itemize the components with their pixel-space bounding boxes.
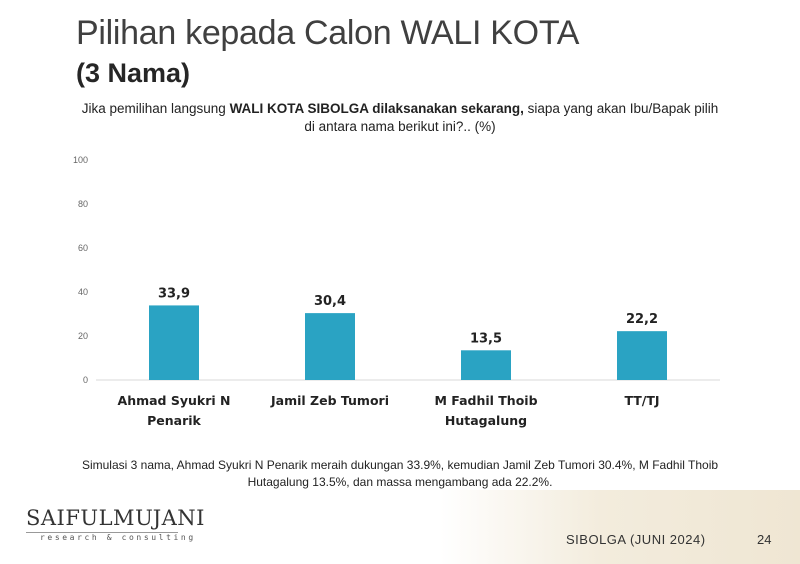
y-tick-label: 40 bbox=[78, 287, 88, 297]
footnote-line2: Hutagalung 13.5%, dan massa mengambang a… bbox=[247, 475, 553, 489]
question-text-pre: Jika pemilihan langsung bbox=[81, 101, 230, 116]
data-label: 22,2 bbox=[626, 312, 658, 327]
y-tick-label: 0 bbox=[83, 375, 88, 385]
footer-location-date: SIBOLGA (JUNI 2024) bbox=[566, 532, 706, 547]
data-label: 33,9 bbox=[158, 286, 190, 301]
survey-question: Jika pemilihan langsung WALI KOTA SIBOLG… bbox=[40, 100, 760, 136]
slide-title: Pilihan kepada Calon WALI KOTA bbox=[76, 14, 580, 52]
bar bbox=[617, 331, 667, 380]
y-tick-label: 20 bbox=[78, 331, 88, 341]
logo-wordmark: SAIFULMUJANI bbox=[26, 506, 205, 530]
category-label: Ahmad Syukri N bbox=[118, 393, 231, 408]
logo-divider bbox=[26, 532, 178, 533]
bar bbox=[149, 305, 199, 380]
bar bbox=[461, 350, 511, 380]
question-text-post: siapa yang akan Ibu/Bapak pilih bbox=[523, 101, 719, 116]
bar-chart: 0 20 40 60 80 100 33,9 Ahmad Syukri N Penarik 30,… bbox=[73, 155, 720, 428]
category-label: Jamil Zeb Tumori bbox=[270, 393, 389, 408]
footer-band bbox=[0, 490, 800, 564]
y-tick-label: 60 bbox=[78, 243, 88, 253]
question-text-line2: di antara nama berikut ini?.. (%) bbox=[304, 119, 496, 134]
data-label: 13,5 bbox=[470, 331, 502, 346]
question-text-bold: WALI KOTA SIBOLGA dilaksanakan sekarang, bbox=[229, 101, 524, 116]
footnote-line1: Simulasi 3 nama, Ahmad Syukri N Penarik … bbox=[81, 458, 719, 472]
chart-footnote: Simulasi 3 nama, Ahmad Syukri N Penarik … bbox=[50, 457, 750, 491]
category-label: TT/TJ bbox=[624, 393, 659, 408]
slide-subtitle: (3 Nama) bbox=[76, 58, 191, 88]
page-number: 24 bbox=[757, 532, 772, 547]
y-tick-label: 80 bbox=[78, 199, 88, 209]
logo-tagline: research & consulting bbox=[40, 533, 196, 542]
category-label: Hutagalung bbox=[445, 413, 527, 428]
bar bbox=[305, 313, 355, 380]
y-tick-label: 100 bbox=[73, 155, 88, 165]
data-label: 30,4 bbox=[314, 294, 346, 309]
category-label: Penarik bbox=[147, 413, 201, 428]
category-label: M Fadhil Thoib bbox=[434, 393, 537, 408]
